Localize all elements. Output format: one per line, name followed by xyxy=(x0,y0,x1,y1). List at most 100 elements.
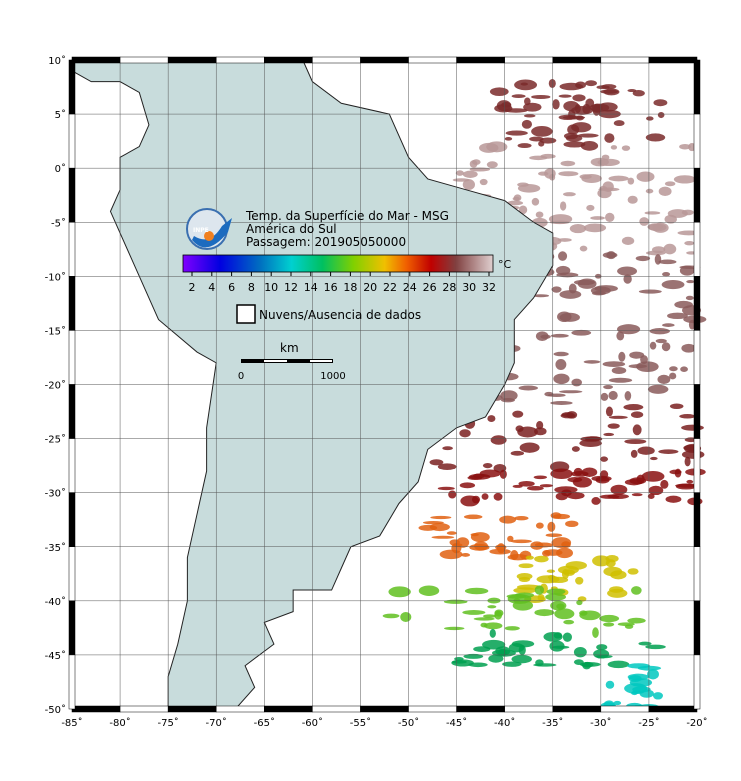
sst-patch xyxy=(645,644,666,650)
sst-patch xyxy=(555,492,568,501)
sst-patch xyxy=(551,286,562,293)
colorbar-label: 30 xyxy=(462,281,476,294)
sst-patch xyxy=(546,569,556,573)
sst-patch xyxy=(632,90,645,97)
sst-patch xyxy=(639,217,649,226)
sst-patch xyxy=(573,647,587,658)
sst-patch xyxy=(662,323,675,327)
frame-seg xyxy=(215,56,265,64)
sst-patch xyxy=(657,374,671,385)
sst-patch xyxy=(555,265,571,276)
sst-patch xyxy=(518,644,526,656)
region: América do Sul xyxy=(246,222,337,236)
sst-patch xyxy=(550,333,569,338)
colorbar-label: 4 xyxy=(208,281,215,294)
sst-patch xyxy=(504,626,520,631)
sst-patch xyxy=(638,641,652,646)
sst-patch xyxy=(517,184,541,193)
sst-patch xyxy=(607,423,620,429)
sst-patch xyxy=(469,167,491,172)
frame-seg xyxy=(360,705,409,713)
sst-patch xyxy=(661,280,685,290)
sst-patch xyxy=(490,435,507,445)
sst-patch xyxy=(520,82,529,86)
sst-patch xyxy=(422,520,444,525)
sst-patch xyxy=(548,78,556,88)
sst-patch xyxy=(462,610,486,615)
lat-label: -25˚ xyxy=(45,434,66,446)
sst-patch xyxy=(418,585,440,596)
sst-patch xyxy=(591,497,601,505)
sst-patch xyxy=(473,617,495,621)
frame-seg xyxy=(408,705,457,713)
sst-patch xyxy=(583,360,601,364)
sst-patch xyxy=(561,412,575,418)
sst-patch xyxy=(598,187,620,192)
sst-patch xyxy=(653,99,668,107)
sst-patch xyxy=(650,456,658,461)
frame-seg xyxy=(167,705,217,713)
sst-patch xyxy=(583,223,607,233)
sst-patch xyxy=(647,493,655,499)
sst-patch xyxy=(527,485,544,491)
sst-patch xyxy=(562,632,572,642)
sst-patch xyxy=(663,243,677,255)
sst-patch xyxy=(442,446,453,451)
sst-patch xyxy=(459,429,471,438)
sst-patch xyxy=(616,324,641,335)
sst-patch xyxy=(603,432,615,437)
colorbar-label: 6 xyxy=(228,281,235,294)
frame-seg xyxy=(456,56,505,64)
sst-patch xyxy=(546,588,566,595)
sst-patch xyxy=(644,211,661,215)
frame-seg xyxy=(693,59,701,115)
map-frame: -85˚ -80˚ -75˚ -70˚ -65˚ -60˚ -55˚ -50˚ -45˚ -40˚… xyxy=(45,55,708,729)
sst-patch xyxy=(429,523,450,532)
sst-patch xyxy=(563,619,575,625)
sst-patch xyxy=(517,426,538,438)
sst-patch xyxy=(573,467,583,476)
sst-patch xyxy=(623,404,644,411)
sst-patch xyxy=(511,94,526,99)
sst-patch xyxy=(534,542,553,548)
sst-patch xyxy=(429,459,444,466)
sst-patch xyxy=(600,89,619,94)
sst-patch xyxy=(446,531,457,535)
sst-patch xyxy=(555,359,567,370)
sst-patch xyxy=(605,680,615,689)
frame-seg xyxy=(648,705,698,713)
sst-patch xyxy=(563,141,586,148)
sst-patch xyxy=(507,593,532,604)
sst-patch xyxy=(556,603,565,610)
sst-patch xyxy=(518,205,528,215)
sst-patch xyxy=(669,366,678,372)
sst-patch xyxy=(505,130,528,136)
lat-label: -5˚ xyxy=(51,217,66,229)
lon-label: -85˚ xyxy=(61,717,82,729)
scale-unit: km xyxy=(280,341,299,355)
sst-patch xyxy=(631,691,638,696)
sst-patch xyxy=(463,514,483,520)
sst-patch xyxy=(649,341,657,350)
sst-patch xyxy=(452,178,470,182)
sst-patch xyxy=(550,401,573,405)
sst-patch xyxy=(651,246,666,254)
title: Temp. da Superfície do Mar - MSG xyxy=(245,209,449,223)
sst-patch xyxy=(664,181,676,187)
frame-seg xyxy=(264,56,313,64)
sst-patch xyxy=(675,483,697,490)
frame-seg xyxy=(693,167,701,223)
sst-patch xyxy=(437,463,457,470)
lat-label: -35˚ xyxy=(45,542,66,554)
sst-patch xyxy=(565,561,587,570)
sst-patch xyxy=(499,469,507,479)
sst-patch xyxy=(482,639,506,650)
lat-label: 10˚ xyxy=(48,55,66,67)
sst-patch xyxy=(513,598,521,603)
sst-patch xyxy=(579,245,588,252)
sst-patch xyxy=(547,393,566,398)
frame-seg xyxy=(215,705,265,713)
sst-patch xyxy=(600,392,609,401)
sst-patch xyxy=(603,622,615,627)
sst-patch xyxy=(599,494,620,499)
